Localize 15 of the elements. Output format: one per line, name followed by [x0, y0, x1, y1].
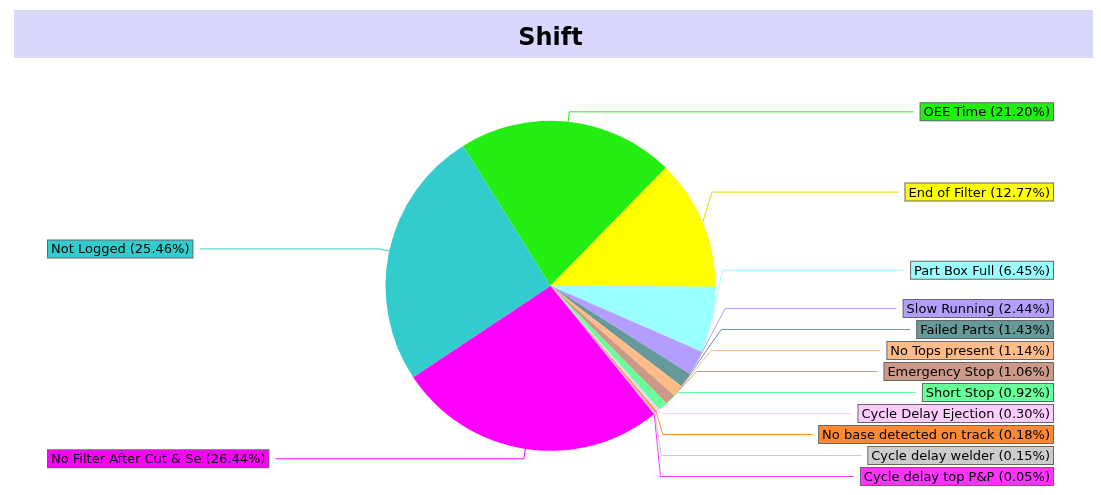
slice-label: Short Stop (0.92%)	[925, 385, 1050, 400]
slice-label: OEE Time (21.20%)	[923, 104, 1050, 120]
slice-label: Cycle delay welder (0.15%)	[871, 448, 1050, 463]
slice-label: Failed Parts (1.43%)	[920, 322, 1050, 337]
slice-label: Part Box Full (6.45%)	[914, 262, 1050, 278]
slice-label: Cycle Delay Ejection (0.30%)	[861, 406, 1050, 421]
slice-label: Cycle delay top P&P (0.05%)	[863, 469, 1050, 484]
slice-label: No Tops present (1.14%)	[890, 343, 1050, 358]
slice-label: End of Filter (12.77%)	[908, 184, 1050, 200]
slice-label: No base detected on track (0.18%)	[822, 427, 1050, 442]
slice-label: No Filter After Cut & Se (26.44%)	[51, 451, 266, 467]
slice-label: Slow Running (2.44%)	[906, 301, 1050, 316]
slice-label: Emergency Stop (1.06%)	[887, 364, 1050, 379]
chart-title: Shift	[518, 23, 583, 51]
slice-label: Not Logged (25.46%)	[51, 241, 190, 257]
